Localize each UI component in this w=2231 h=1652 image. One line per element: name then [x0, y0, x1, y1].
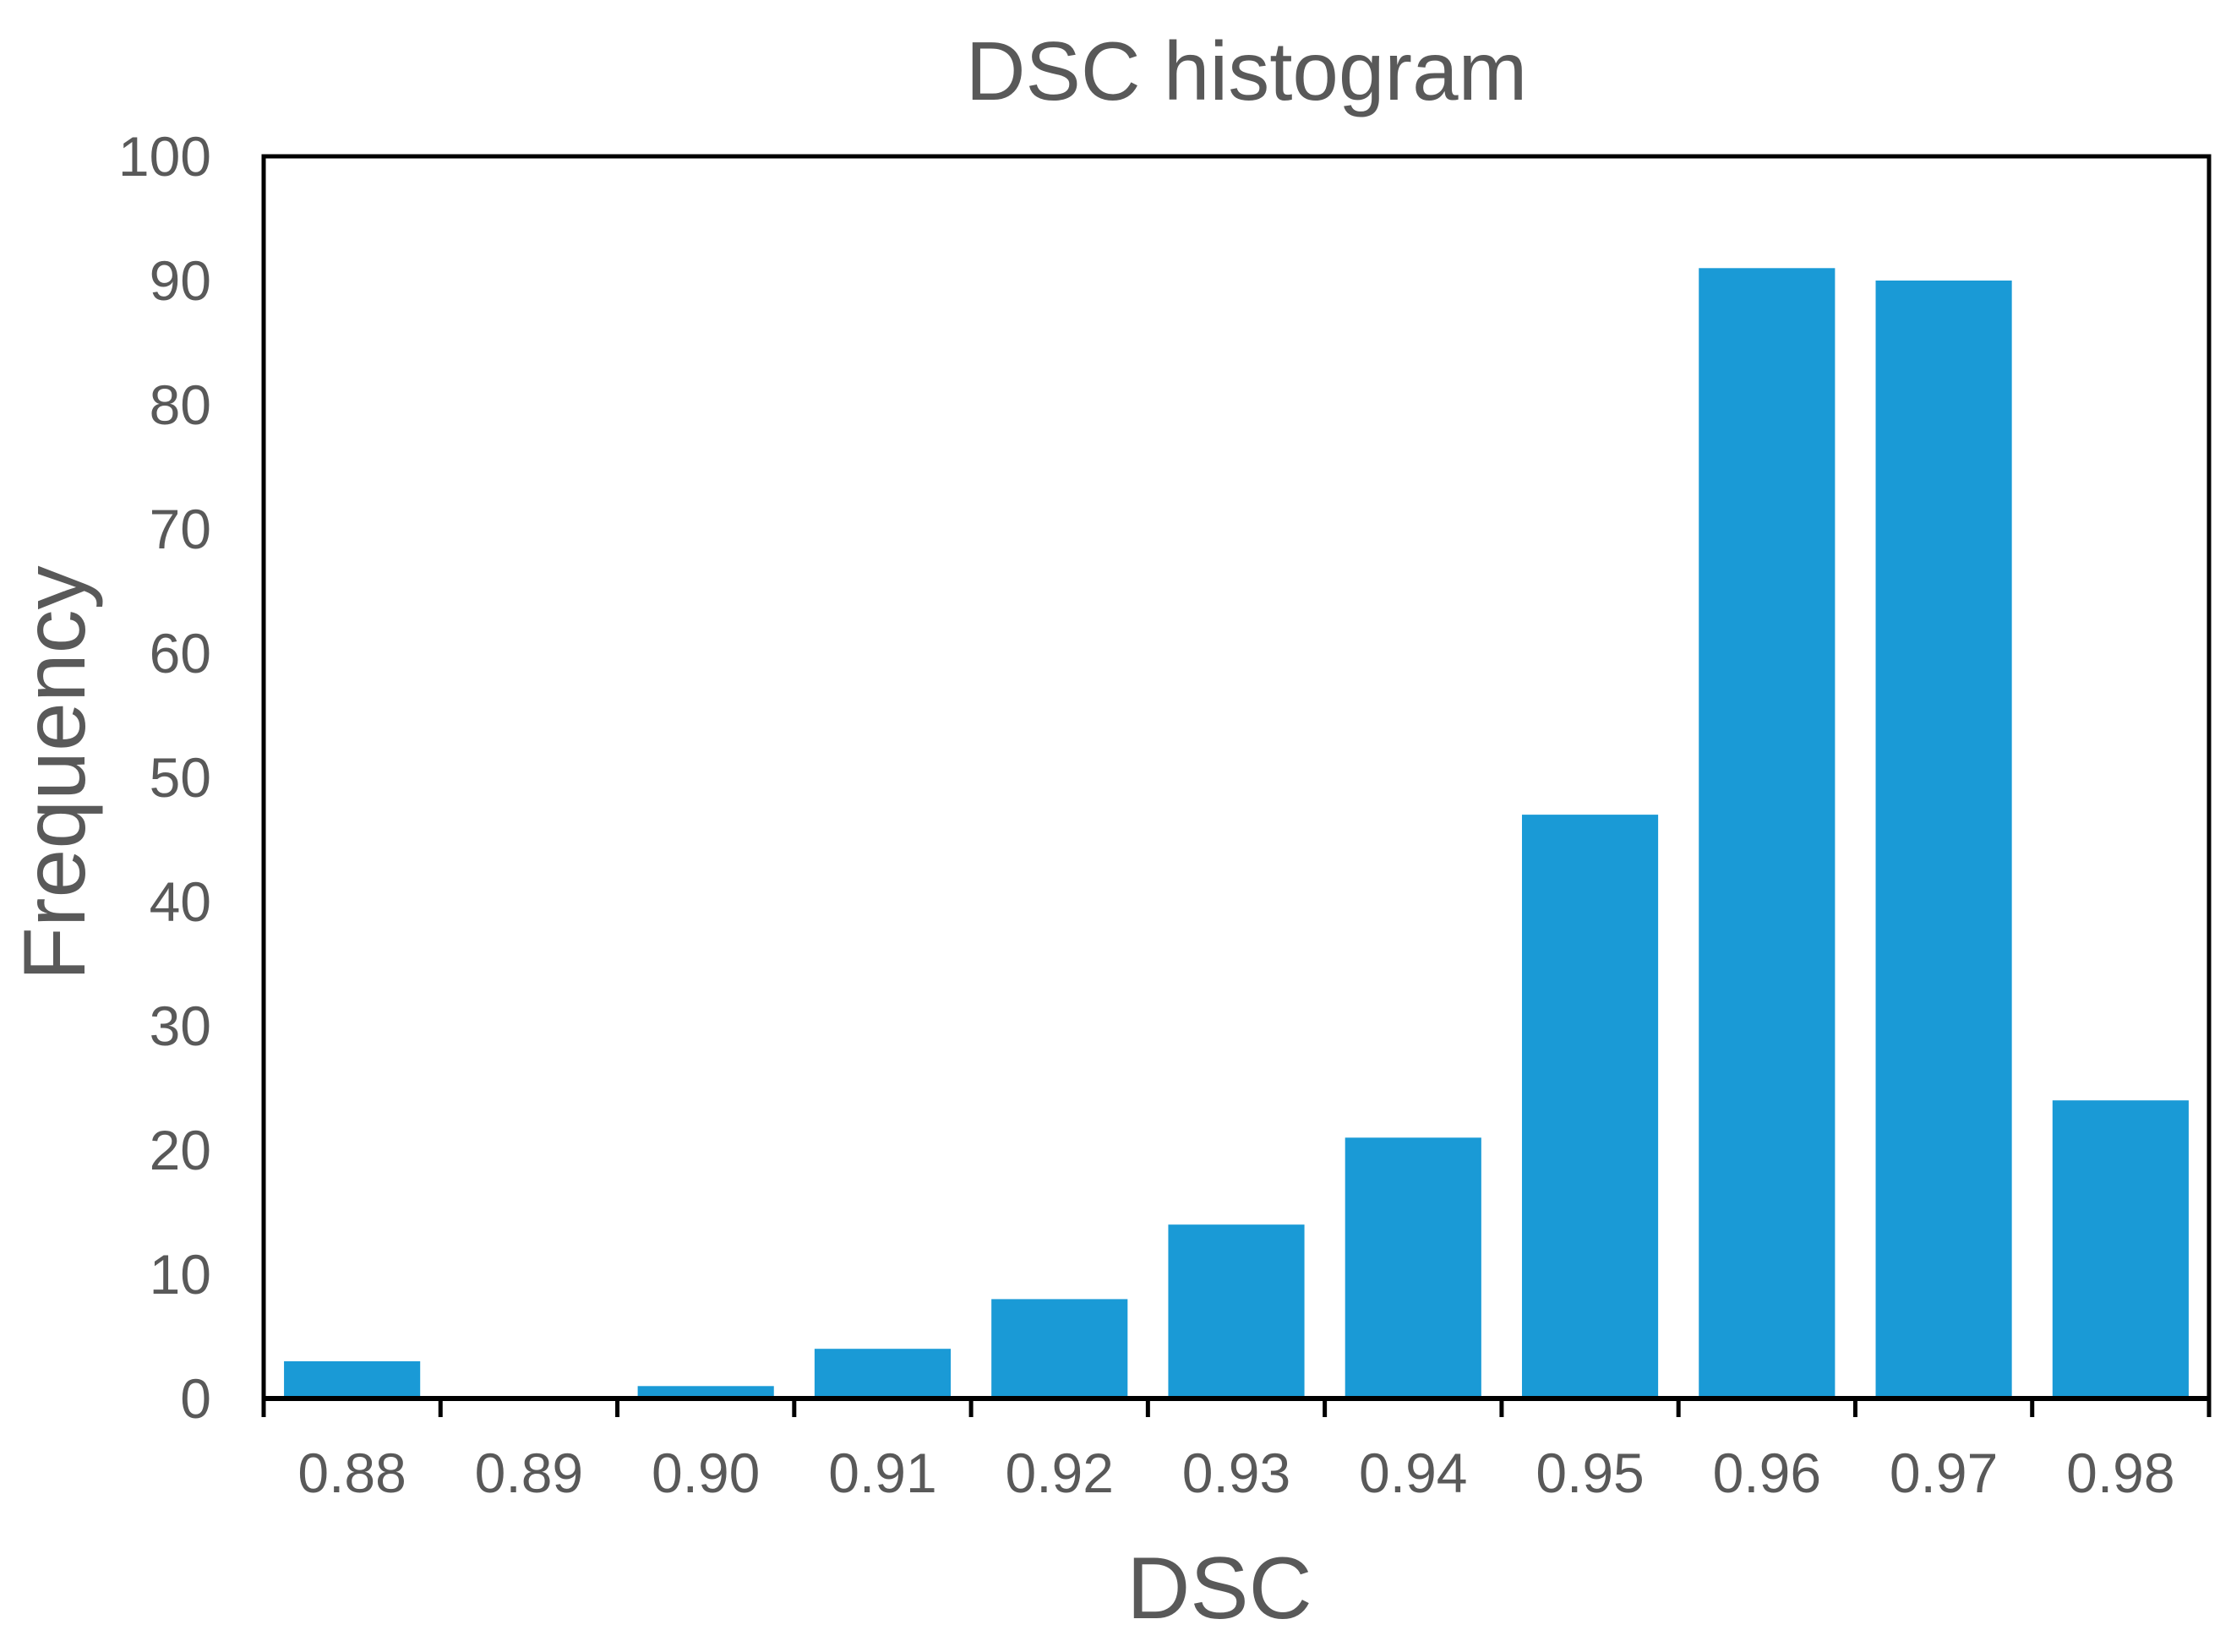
bar-0.91: [814, 1349, 952, 1398]
bar-0.97: [1875, 281, 2012, 1398]
bar-0.92: [991, 1299, 1128, 1398]
y-ticks-group: 0 10 20 30 40 50 60 70 80 90 100: [118, 125, 211, 1430]
y-tick-label: 10: [150, 1243, 211, 1306]
bar-0.96: [1699, 268, 1836, 1398]
bar-0.98: [2052, 1100, 2189, 1398]
y-tick-label: 70: [150, 498, 211, 560]
y-tick-label: 30: [150, 995, 211, 1057]
bar-0.93: [1168, 1224, 1305, 1398]
x-tick-label: 0.90: [652, 1442, 760, 1504]
x-tick-label: 0.95: [1536, 1442, 1644, 1504]
chart-title: DSC histogram: [966, 25, 1527, 117]
x-tick-label: 0.96: [1713, 1442, 1821, 1504]
x-tick-label: 0.97: [1890, 1442, 1998, 1504]
y-tick-label: 90: [150, 249, 211, 312]
bar-0.94: [1345, 1137, 1481, 1398]
bar-0.88: [284, 1360, 421, 1398]
y-tick-label: 100: [118, 125, 211, 188]
y-tick-label: 20: [150, 1119, 211, 1181]
x-axis-label: DSC: [1126, 1540, 1312, 1638]
y-tick-label: 40: [150, 870, 211, 933]
y-tick-label: 80: [150, 373, 211, 436]
bar-0.95: [1521, 815, 1659, 1398]
x-tick-label: 0.89: [475, 1442, 583, 1504]
y-tick-label: 0: [180, 1367, 211, 1430]
x-tick-label: 0.88: [297, 1442, 406, 1504]
y-axis-label: Frequency: [6, 565, 104, 980]
x-tick-label: 0.92: [1005, 1442, 1113, 1504]
x-tick-label: 0.98: [2066, 1442, 2174, 1504]
y-tick-label: 50: [150, 746, 211, 809]
y-tick-label: 60: [150, 622, 211, 684]
x-ticks-group: 0.88 0.89 0.90 0.91 0.92 0.93 0.94 0.95 0.96 0.97…: [261, 1398, 2212, 1504]
x-tick-label: 0.93: [1182, 1442, 1290, 1504]
bar-0.90: [637, 1386, 774, 1398]
x-tick-label: 0.94: [1359, 1442, 1467, 1504]
bars-group: [284, 268, 2189, 1398]
x-tick-label: 0.91: [828, 1442, 936, 1504]
